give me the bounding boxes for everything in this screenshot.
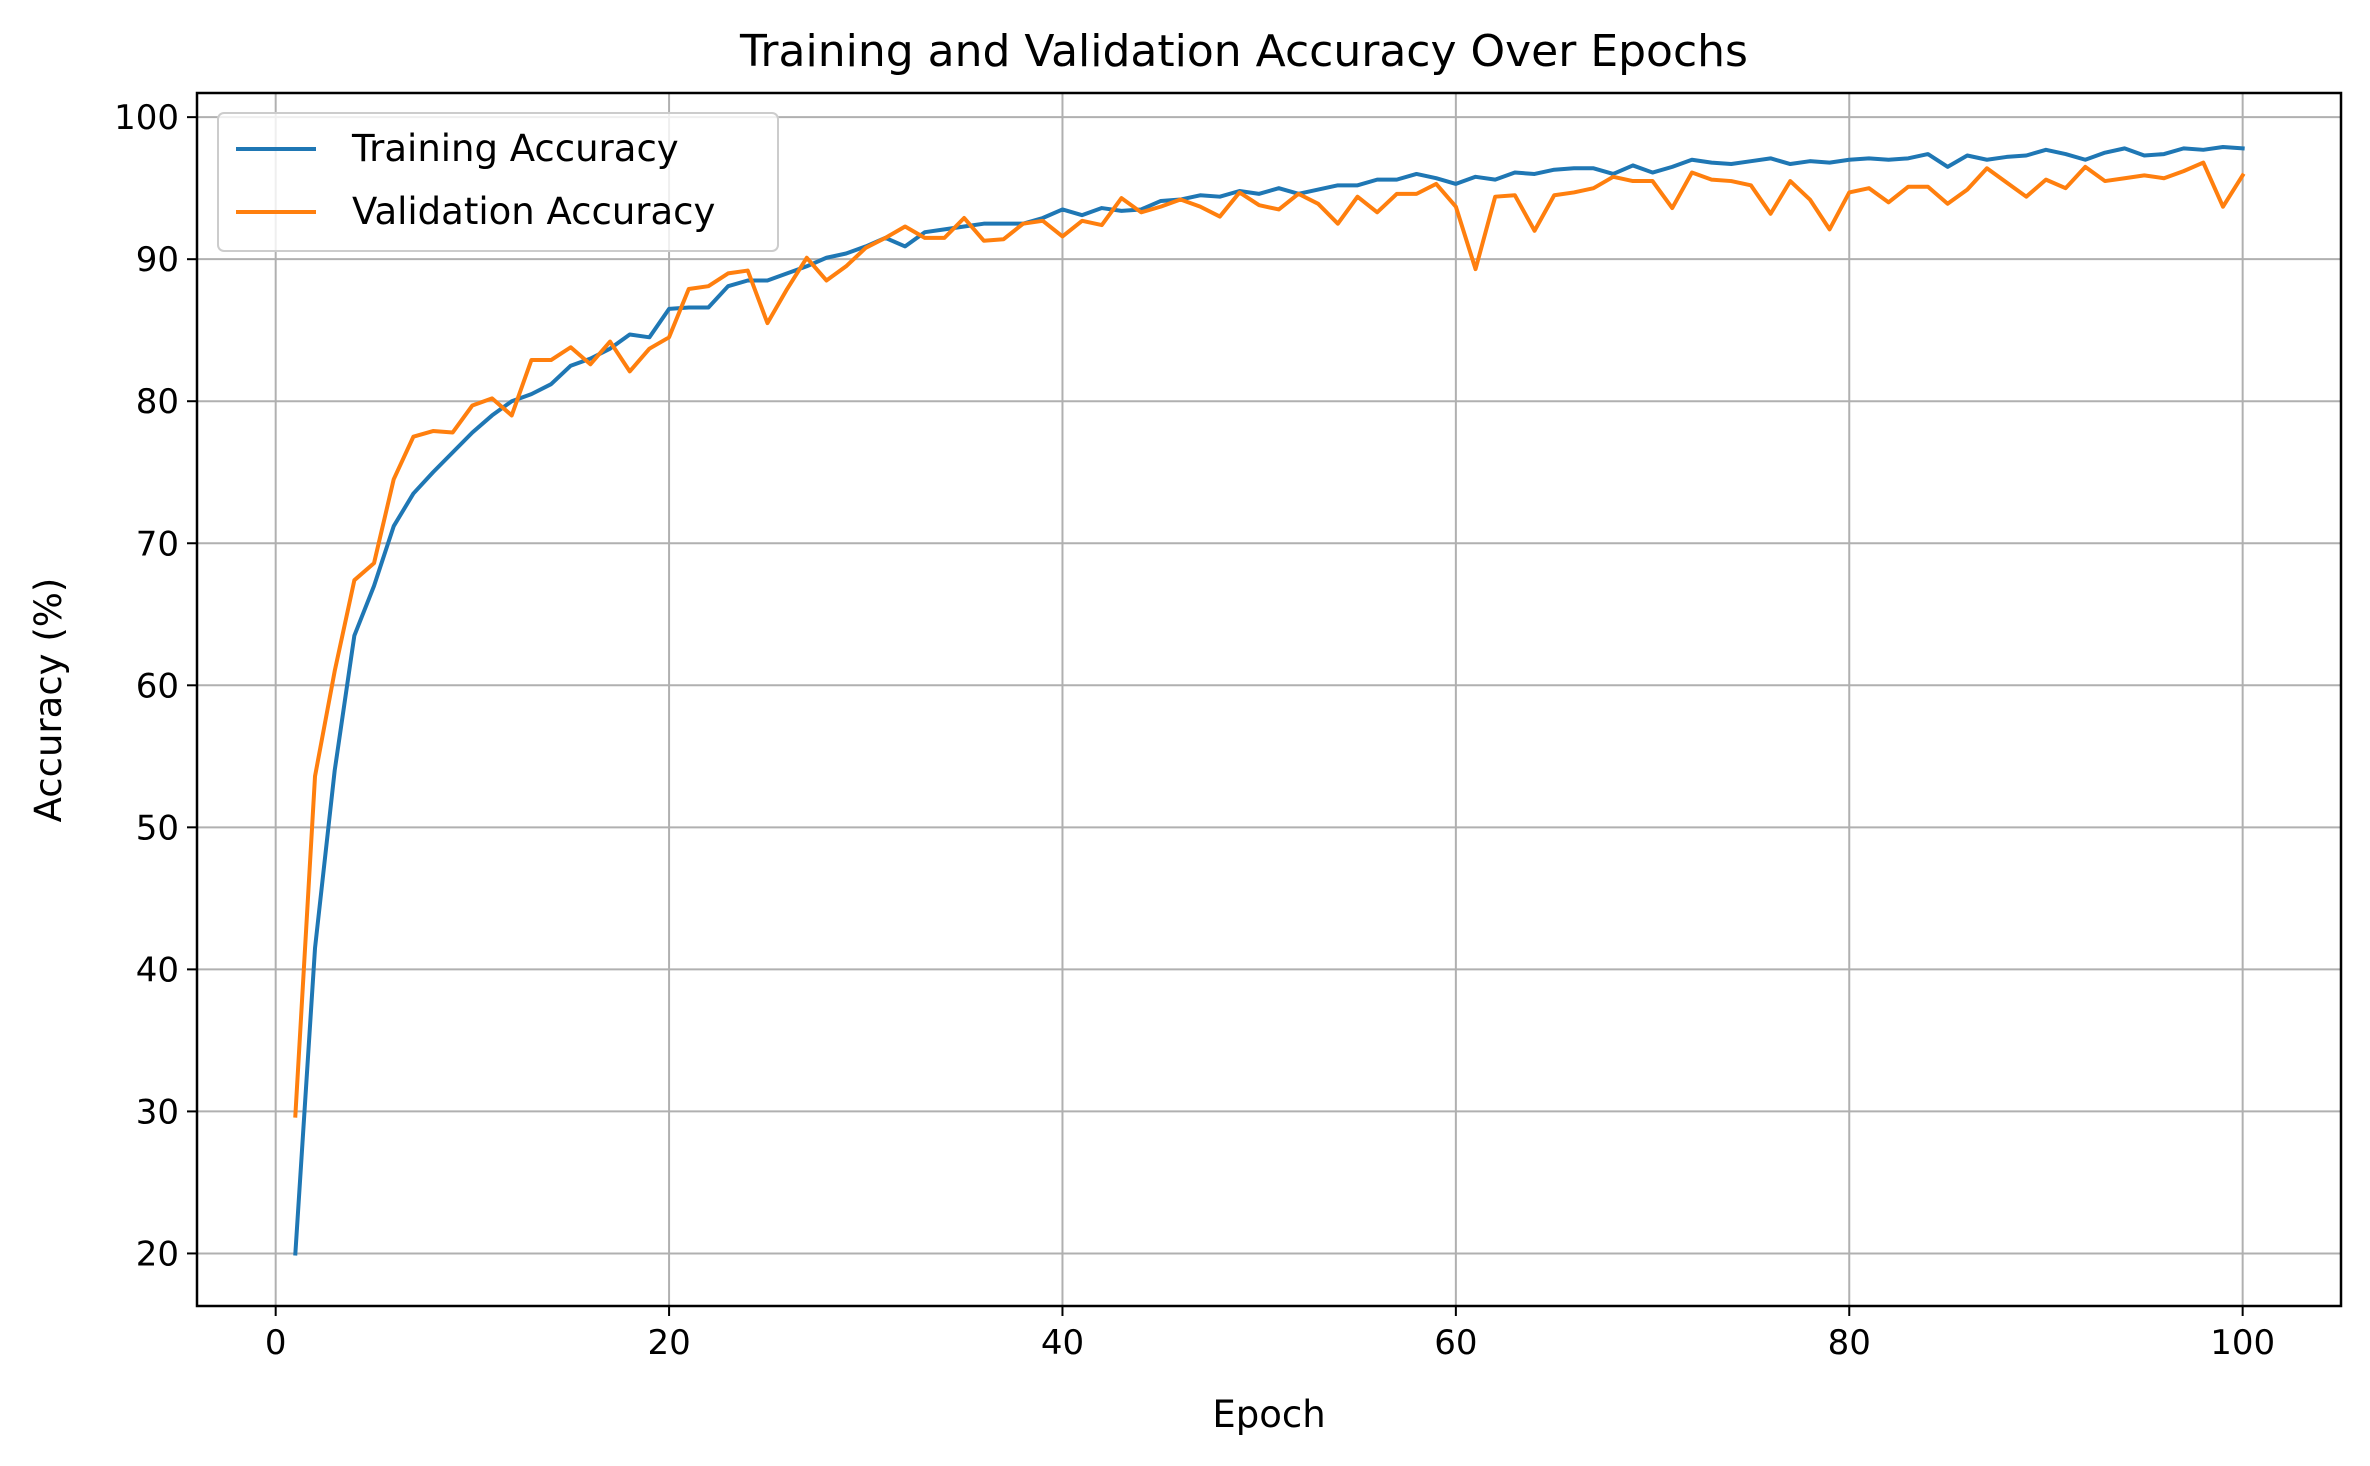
y-tick-label: 70 bbox=[136, 524, 179, 564]
grid bbox=[197, 93, 2341, 1306]
legend-label-validation: Validation Accuracy bbox=[352, 190, 715, 233]
ticks: 0 20 40 60 80 100 20 30 40 50 60 70 80 90 100 bbox=[114, 98, 2275, 1363]
y-tick-label: 40 bbox=[136, 950, 179, 990]
y-axis-label: Accuracy (%) bbox=[27, 578, 70, 823]
x-tick-label: 40 bbox=[1041, 1323, 1084, 1363]
chart-title: Training and Validation Accuracy Over Ep… bbox=[739, 26, 1748, 77]
y-tick-label: 20 bbox=[136, 1234, 179, 1274]
legend-label-training: Training Accuracy bbox=[351, 127, 679, 170]
x-tick-label: 0 bbox=[265, 1323, 287, 1363]
x-tick-label: 60 bbox=[1434, 1323, 1477, 1363]
legend-box bbox=[217, 112, 779, 252]
y-tick-label: 100 bbox=[114, 98, 179, 138]
training-accuracy-line bbox=[293, 144, 2245, 1256]
series-layer bbox=[293, 144, 2246, 1256]
validation-accuracy-line bbox=[293, 160, 2246, 1118]
plot-frame bbox=[195, 91, 2343, 1308]
x-tick-label: 80 bbox=[1828, 1323, 1871, 1363]
y-tick-label: 30 bbox=[136, 1092, 179, 1132]
y-tick-label: 90 bbox=[136, 240, 179, 280]
x-axis-label: Epoch bbox=[1212, 1393, 1325, 1436]
y-tick-label: 50 bbox=[136, 808, 179, 848]
legend: Training Accuracy Validation Accuracy bbox=[217, 112, 779, 252]
x-tick-label: 100 bbox=[2210, 1323, 2275, 1363]
x-tick-label: 20 bbox=[647, 1323, 690, 1363]
y-tick-label: 60 bbox=[136, 666, 179, 706]
y-tick-label: 80 bbox=[136, 382, 179, 422]
